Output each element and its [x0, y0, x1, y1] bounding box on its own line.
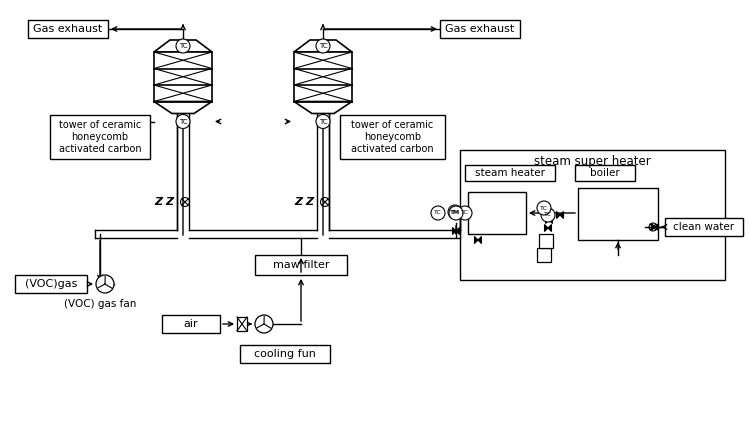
Bar [340, 115, 445, 159]
Circle shape [316, 39, 330, 53]
Bar [539, 234, 553, 248]
Text: tower of ceramic
honeycomb
activated carbon: tower of ceramic honeycomb activated car… [58, 120, 141, 153]
Bar [465, 165, 555, 181]
Text: (VOC)gas: (VOC)gas [25, 279, 77, 289]
Bar [15, 275, 87, 293]
Text: TC: TC [178, 43, 188, 49]
Text: TC: TC [319, 118, 327, 125]
Bar [255, 255, 347, 275]
Polygon shape [478, 237, 482, 243]
Circle shape [458, 206, 472, 220]
Bar [50, 115, 150, 159]
Text: steam heater: steam heater [475, 168, 545, 178]
Text: TC: TC [319, 43, 327, 49]
Bar [162, 315, 220, 333]
Bar [240, 345, 330, 363]
Text: Gas exhaust: Gas exhaust [33, 24, 103, 34]
Circle shape [448, 205, 462, 219]
Bar [460, 150, 725, 280]
Text: Z: Z [305, 197, 313, 207]
Polygon shape [652, 223, 655, 231]
Polygon shape [452, 228, 456, 234]
Polygon shape [294, 40, 352, 52]
Circle shape [541, 208, 555, 222]
Bar [237, 317, 247, 331]
Bar [468, 192, 526, 234]
Text: air: air [184, 319, 198, 329]
Text: TC: TC [544, 212, 552, 218]
Polygon shape [456, 228, 460, 234]
Text: Z: Z [294, 197, 302, 207]
Polygon shape [154, 40, 212, 52]
Text: TC: TC [461, 210, 469, 215]
Polygon shape [544, 224, 548, 232]
Bar [578, 188, 658, 240]
Text: TC: TC [540, 206, 548, 210]
Text: maw filter: maw filter [273, 260, 329, 270]
Text: TC: TC [434, 210, 442, 215]
Circle shape [537, 201, 551, 215]
Polygon shape [475, 237, 478, 243]
Circle shape [96, 275, 114, 293]
Text: TM: TM [452, 210, 460, 215]
Polygon shape [556, 212, 560, 218]
Text: Gas exhaust: Gas exhaust [446, 24, 514, 34]
Circle shape [176, 114, 190, 128]
Polygon shape [655, 223, 658, 231]
Circle shape [449, 206, 463, 220]
Polygon shape [549, 217, 553, 223]
Text: boiler: boiler [590, 168, 620, 178]
Polygon shape [545, 217, 549, 223]
Text: TC: TC [178, 118, 188, 125]
Text: Z: Z [154, 197, 162, 207]
Text: Z: Z [165, 197, 173, 207]
Text: steam super heater: steam super heater [534, 156, 651, 168]
Text: clean water: clean water [674, 222, 734, 232]
Circle shape [176, 39, 190, 53]
Polygon shape [294, 101, 352, 114]
Polygon shape [560, 212, 563, 218]
Bar [154, 52, 212, 101]
Bar [440, 20, 520, 38]
Text: (VOC) gas fan: (VOC) gas fan [64, 299, 136, 309]
Text: cooling fun: cooling fun [254, 349, 316, 359]
Bar [294, 52, 352, 101]
Text: tower of ceramic
honeycomb
activated carbon: tower of ceramic honeycomb activated car… [351, 120, 433, 153]
Circle shape [255, 315, 273, 333]
Circle shape [431, 206, 445, 220]
Text: TM: TM [450, 209, 460, 215]
Circle shape [316, 114, 330, 128]
Bar [537, 248, 551, 262]
Bar [28, 20, 108, 38]
Polygon shape [548, 224, 551, 232]
Polygon shape [154, 101, 212, 114]
Bar [665, 218, 743, 236]
Bar [575, 165, 635, 181]
